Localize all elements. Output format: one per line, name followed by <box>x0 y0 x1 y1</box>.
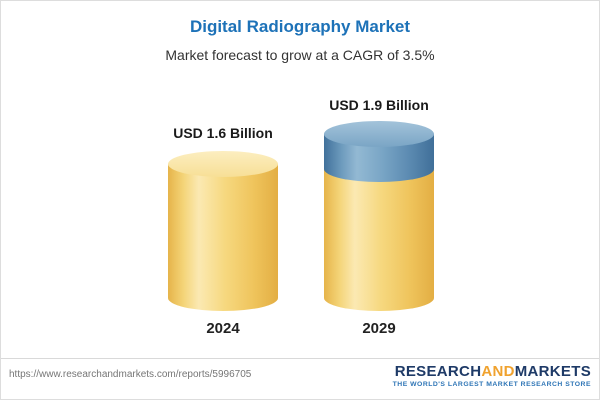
chart-title: Digital Radiography Market <box>189 17 411 36</box>
logo-wordmark: RESEARCHANDMARKETS <box>393 363 591 380</box>
category-label-2029: 2029 <box>362 320 396 337</box>
footer-divider <box>1 358 599 359</box>
logo-word-markets: MARKETS <box>514 363 591 380</box>
category-label-2024: 2024 <box>206 320 240 337</box>
value-label-2029: USD 1.9 Billion <box>329 97 429 113</box>
logo-tagline: THE WORLD'S LARGEST MARKET RESEARCH STOR… <box>392 381 591 388</box>
chart-subtitle: Market forecast to grow at a CAGR of 3.5… <box>165 47 435 63</box>
report-url: https://www.researchandmarkets.com/repor… <box>9 369 252 380</box>
bar-2024-cylinder-top <box>168 151 278 177</box>
bar-2029-cylinder-top <box>324 121 434 147</box>
bar-2029-base-segment <box>324 161 434 311</box>
bar-2024-cylinder <box>168 164 278 311</box>
logo-word-research: RESEARCH <box>394 363 482 380</box>
value-label-2024: USD 1.6 Billion <box>173 125 273 141</box>
logo-word-and: AND <box>481 363 515 380</box>
research-and-markets-logo: RESEARCHANDMARKETS THE WORLD'S LARGEST M… <box>393 363 591 388</box>
